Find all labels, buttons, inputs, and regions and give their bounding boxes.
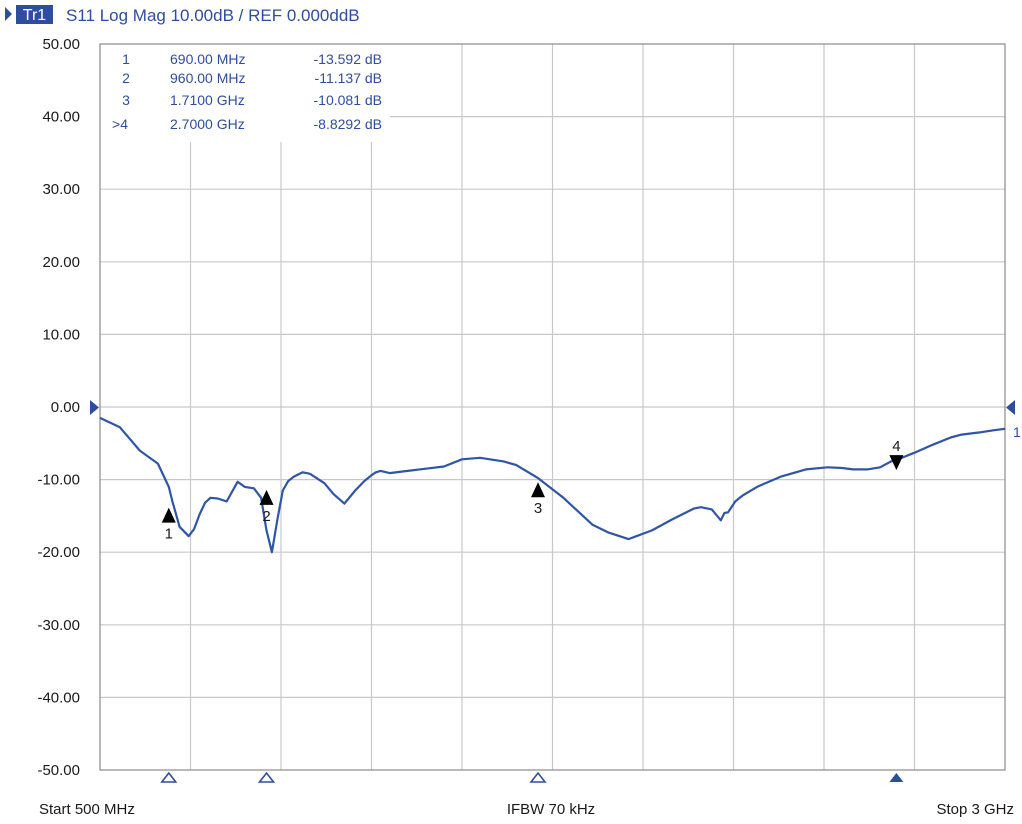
marker-table-id-2[interactable]: 2 <box>122 70 130 86</box>
trace-header: Tr1 S11 Log Mag 10.00dB / REF 0.000ddB <box>5 5 360 25</box>
y-tick-label: 50.00 <box>42 36 80 53</box>
marker-3-label: 3 <box>534 500 542 517</box>
marker-table-freq-4: 2.7000 GHz <box>170 116 245 132</box>
y-tick-label: 0.00 <box>51 399 80 416</box>
ifbw-label: IFBW 70 kHz <box>507 801 595 818</box>
y-tick-label: -30.00 <box>37 617 80 634</box>
marker-table-bg <box>103 45 390 141</box>
y-tick-label: 20.00 <box>42 254 80 271</box>
marker-table-value-4: -8.8292 dB <box>314 116 383 132</box>
ref-level-left-arrow-icon[interactable] <box>90 400 99 415</box>
marker-table-id-1[interactable]: 1 <box>122 51 130 67</box>
trace-markers: 1 2 3 4 <box>161 438 904 543</box>
marker-2-label: 2 <box>262 508 270 525</box>
marker-table-freq-3: 1.7100 GHz <box>170 92 245 108</box>
plot-grid <box>100 44 1005 770</box>
y-tick-labels: 50.00 40.00 30.00 20.00 10.00 0.00 -10.00 -20.0… <box>37 36 80 779</box>
y-tick-label: -20.00 <box>37 544 80 561</box>
marker-table-id-3[interactable]: 3 <box>122 92 130 108</box>
trace-active-arrow-icon <box>5 7 12 21</box>
y-tick-label: 40.00 <box>42 109 80 126</box>
marker-2-triangle[interactable] <box>259 489 274 505</box>
marker-table-freq-1: 690.00 MHz <box>170 51 245 67</box>
marker-table-id-4[interactable]: >4 <box>112 116 128 132</box>
stop-frequency-label: Stop 3 GHz <box>936 801 1014 818</box>
ref-level-right-arrow-icon[interactable] <box>1006 400 1015 415</box>
stimulus-marker-2[interactable] <box>257 771 276 783</box>
marker-1-triangle[interactable] <box>161 507 176 523</box>
marker-1-label: 1 <box>165 526 173 543</box>
trace-badge-bg[interactable] <box>16 5 53 24</box>
y-tick-label: -50.00 <box>37 762 80 779</box>
plot-frame <box>99 43 1006 771</box>
trace-badge[interactable]: Tr1 <box>23 7 47 24</box>
marker-table: 1 690.00 MHz -13.592 dB 2 960.00 MHz -11… <box>103 45 390 141</box>
start-frequency-label: Start 500 MHz <box>39 801 135 818</box>
y-tick-label: 30.00 <box>42 181 80 198</box>
trace-line-series-1 <box>99 416 1006 554</box>
stimulus-marker-1[interactable] <box>160 771 178 783</box>
y-tick-label: 10.00 <box>42 326 80 343</box>
y-tick-label: -40.00 <box>37 689 80 706</box>
marker-table-value-2: -11.137 dB <box>315 70 382 86</box>
trace-number-label: 1 <box>1013 424 1021 440</box>
marker-table-value-1: -13.592 dB <box>314 51 383 67</box>
marker-table-value-3: -10.081 dB <box>314 92 383 108</box>
marker-4-triangle[interactable] <box>889 455 904 471</box>
marker-table-freq-2: 960.00 MHz <box>170 70 245 86</box>
marker-3-triangle[interactable] <box>531 482 546 498</box>
marker-4-label: 4 <box>892 438 900 455</box>
trace-title: S11 Log Mag 10.00dB / REF 0.000ddB <box>66 6 360 25</box>
stimulus-markers <box>160 771 904 783</box>
stimulus-marker-4[interactable] <box>889 773 904 782</box>
stimulus-marker-3[interactable] <box>529 771 547 783</box>
y-tick-label: -10.00 <box>37 472 80 489</box>
